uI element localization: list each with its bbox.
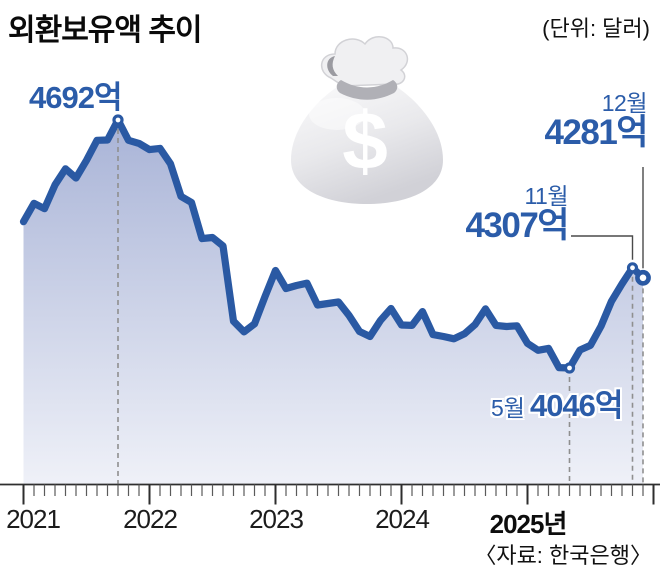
december-value-label: 4281억 xyxy=(544,113,648,153)
bag-flaps xyxy=(321,36,409,87)
unit-label: (단위: 달러) xyxy=(542,16,650,41)
data-point-marker xyxy=(635,269,651,286)
year-label-2023: 2023 xyxy=(249,504,304,534)
trend-line xyxy=(19,116,647,372)
november-value-label: 4307억 xyxy=(465,206,569,246)
page-title: 외환보유액 추이 xyxy=(8,14,203,47)
x-axis xyxy=(0,483,660,505)
area-fill xyxy=(23,120,643,484)
bag-body xyxy=(291,84,443,204)
reference-dashed-lines xyxy=(117,129,644,484)
november-connector-line xyxy=(571,235,634,260)
data-point-marker xyxy=(112,114,124,126)
data-point-marker xyxy=(626,262,639,274)
money-bag-icon: $ xyxy=(291,36,443,204)
may-low-callout: 5월 4046억 xyxy=(491,380,623,425)
data-point-marker xyxy=(563,362,576,374)
year-label-2025: 2025년 xyxy=(489,509,568,539)
year-label-2022: 2022 xyxy=(123,504,178,534)
november-month-label: 11월 xyxy=(524,183,568,209)
x-axis-ticks xyxy=(22,484,655,505)
bag-tie-band xyxy=(336,80,398,100)
december-month-label: 12월 xyxy=(601,90,648,116)
bag-highlight xyxy=(309,98,365,130)
year-label-2024: 2024 xyxy=(375,504,430,534)
december-callout: 12월 4281억 xyxy=(544,90,648,153)
bag-flap-fold xyxy=(327,56,338,76)
peak-value-label: 4692억 xyxy=(29,80,122,115)
data-point-markers xyxy=(112,114,651,374)
annotation-connectors xyxy=(571,167,644,269)
dollar-icon: $ xyxy=(342,96,388,187)
year-label-2021: 2021 xyxy=(6,504,61,534)
source-label: 〈자료: 한국은행〉 xyxy=(474,543,652,568)
may-value-label: 4046억 xyxy=(529,388,623,423)
november-callout: 11월 4307억 xyxy=(465,183,569,246)
may-month-label: 5월 xyxy=(491,395,525,421)
